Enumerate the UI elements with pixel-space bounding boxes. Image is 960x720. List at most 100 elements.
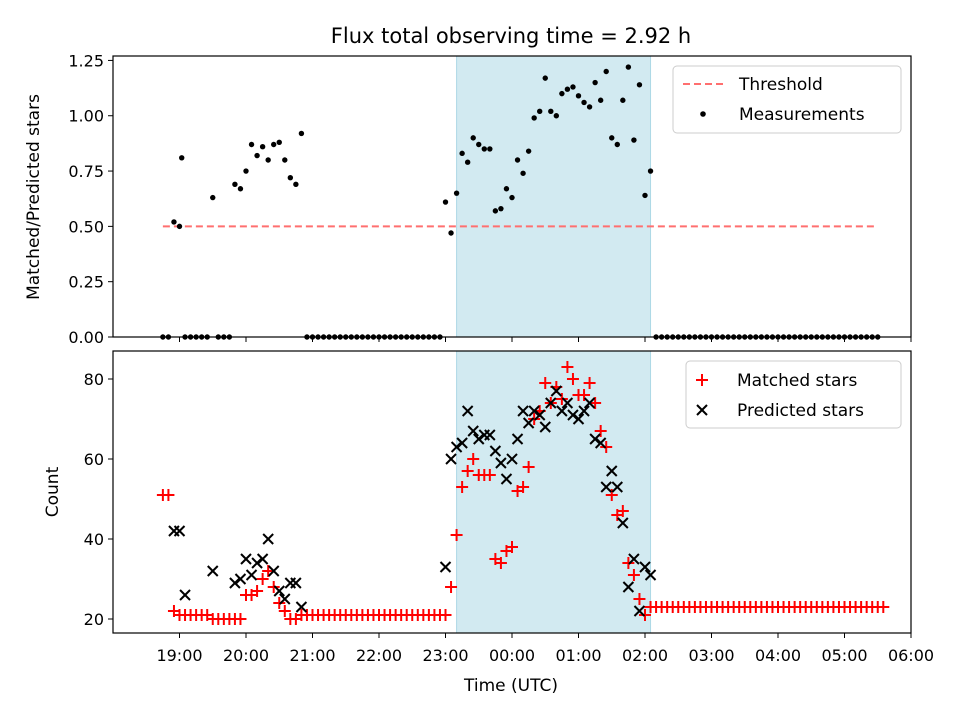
measurement-point	[525, 148, 532, 154]
predicted-star-point	[251, 557, 263, 569]
y-tick-label: 1.25	[68, 51, 104, 70]
matched-star-point	[583, 377, 596, 389]
predicted-star-point	[506, 453, 518, 465]
matched-star-point	[528, 413, 541, 425]
predicted-star-point	[567, 409, 579, 421]
predicted-star-point	[467, 425, 479, 437]
chart-title: Flux total observing time = 2.92 h	[331, 24, 691, 48]
top-legend-measurements-swatch	[700, 111, 706, 117]
measurement-point	[171, 219, 177, 225]
predicted-star-point	[495, 457, 507, 469]
matched-star-point	[439, 609, 452, 621]
measurement-point	[509, 194, 515, 201]
bottom-legend-matched-swatch	[696, 374, 708, 386]
x-tick-label: 06:00	[888, 646, 934, 665]
measurement-point	[459, 150, 465, 157]
matched-star-point	[578, 389, 591, 401]
bottom-legend-box	[685, 360, 902, 429]
predicted-star-point	[522, 417, 535, 429]
measurement-point	[503, 186, 510, 192]
predicted-star-point	[295, 601, 308, 613]
predicted-star-point	[173, 525, 186, 537]
x-tick-label: 19:00	[156, 646, 202, 665]
measurement-point	[254, 152, 260, 159]
predicted-star-point	[234, 573, 247, 585]
measurement-point	[476, 141, 482, 148]
x-tick-label: 03:00	[688, 646, 734, 665]
bottom-x-axis: 19:00 20:00 21:00 22:00 23:00 00:00 01:00 02:00…	[156, 633, 934, 665]
measurement-point	[575, 93, 582, 99]
x-tick-label: 04:00	[755, 646, 801, 665]
measurement-point	[492, 208, 499, 214]
bottom-legend-predicted-label: Predicted stars	[737, 401, 864, 421]
x-tick-label: 21:00	[289, 646, 335, 665]
y-tick-label: 20	[84, 610, 104, 629]
matched-star-point	[251, 585, 264, 597]
shaded-observing-span	[456, 55, 652, 338]
predicted-star-point	[539, 421, 551, 433]
predicted-star-point	[273, 585, 285, 597]
bottom-legend: Matched stars Predicted stars	[685, 360, 902, 429]
matched-star-point	[467, 453, 480, 465]
predicted-star-point	[628, 553, 640, 565]
measurement-point	[542, 75, 548, 81]
y-tick-label: 1.00	[68, 107, 104, 126]
x-tick-label: 00:00	[489, 646, 535, 665]
matched-star-point	[633, 593, 646, 605]
measurement-point	[498, 205, 504, 212]
measurement-point	[282, 157, 288, 163]
matched-star-point	[506, 541, 518, 553]
top-legend: Threshold Measurements	[672, 65, 902, 134]
bottom-axes-frame	[112, 350, 912, 634]
x-tick-label: 02:00	[622, 646, 668, 665]
predicted-star-point	[456, 437, 468, 449]
measurement-point	[642, 192, 648, 199]
bottom-y-axis: 20 40 60 80	[84, 370, 113, 629]
x-tick-label: 05:00	[821, 646, 867, 665]
predicted-star-point	[484, 429, 496, 441]
matched-star-point	[445, 581, 458, 593]
measurement-point	[614, 141, 620, 148]
top-axes-frame	[112, 55, 912, 338]
measurement-point	[487, 146, 493, 152]
measurement-point	[520, 170, 526, 176]
measurement-point	[481, 146, 487, 152]
predicted-star-point	[461, 405, 474, 417]
predicted-star-point	[561, 397, 574, 409]
predicted-star-point	[589, 433, 601, 445]
x-tick-label: 23:00	[422, 646, 468, 665]
matched-star-point	[162, 489, 175, 501]
matched-star-point	[273, 597, 286, 609]
predicted-star-point	[583, 397, 596, 409]
y-tick-label: 40	[84, 530, 104, 549]
y-tick-label: 80	[84, 370, 104, 389]
predicted-star-point	[256, 553, 269, 565]
predicted-star-point	[450, 441, 463, 453]
matched-star-point	[267, 581, 280, 593]
predicted-star-point	[229, 577, 241, 589]
measurement-point	[271, 141, 277, 148]
predicted-star-point	[545, 397, 557, 409]
predicted-star-point	[528, 405, 540, 417]
measurement-point	[265, 157, 271, 163]
matched-star-point	[517, 481, 530, 493]
bottom-legend-matched-label: Matched stars	[737, 371, 857, 391]
y-tick-label: 0.75	[68, 162, 104, 181]
measurement-point	[276, 139, 282, 145]
measurement-point	[581, 99, 587, 106]
matched-star-point	[594, 425, 607, 437]
matched-star-point	[561, 361, 574, 373]
matched-star-point	[539, 377, 552, 389]
bottom-count-points	[156, 361, 890, 625]
predicted-star-point	[279, 593, 291, 605]
top-legend-threshold-label: Threshold	[738, 75, 823, 95]
bottom-x-axis-label: Time (UTC)	[463, 676, 558, 696]
predicted-star-point	[633, 605, 646, 617]
x-tick-label: 20:00	[223, 646, 269, 665]
measurement-point	[564, 86, 571, 92]
measurement-point	[176, 223, 183, 230]
measurement-point	[448, 230, 454, 236]
predicted-star-point	[473, 433, 485, 445]
predicted-star-point	[622, 581, 635, 593]
